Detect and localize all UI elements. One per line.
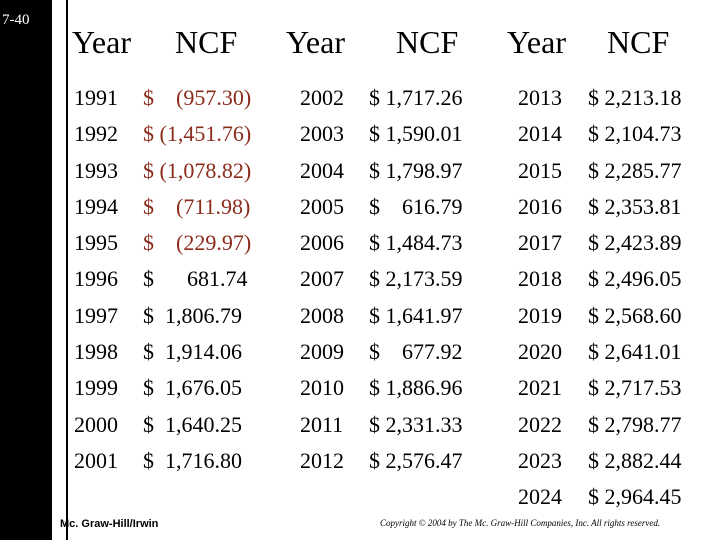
year-cell: 2003 (300, 121, 344, 147)
year-cell: 2009 (300, 339, 344, 365)
year-cell: 2012 (300, 447, 344, 473)
ncf-column-1: $ (957.30) $ (1,451.76) $ (1,078.82) $ (711… (143, 80, 251, 479)
ncf-cell: $ 2,568.60 (588, 302, 682, 328)
year-cell: 2024 (518, 484, 562, 510)
vertical-rule (66, 0, 68, 540)
year-cell: 1995 (74, 230, 118, 256)
year-cell: 2011 (300, 411, 344, 437)
year-cell: 1991 (74, 85, 118, 110)
publisher-label: Mc. Graw-Hill/Irwin (60, 518, 159, 530)
ncf-cell: $ 1,717.26 (369, 85, 463, 110)
ncf-cell: $ 2,576.47 (369, 447, 463, 473)
year-cell: 2015 (518, 157, 562, 183)
year-cell: 2006 (300, 230, 344, 256)
header-year-2: Year (286, 24, 345, 60)
ncf-cell: $ 2,213.18 (588, 85, 682, 110)
year-cell: 2020 (518, 339, 562, 365)
ncf-cell: $ (957.30) (143, 85, 252, 110)
header-ncf-3: NCF (607, 24, 670, 60)
year-cell: 1994 (74, 193, 118, 219)
ncf-cell: $ 2,717.53 (588, 375, 682, 401)
year-cell: 2019 (518, 302, 562, 328)
year-column-1: 1991 1992 1993 1994 1995 1996 1997 1998 1999 2000… (74, 80, 118, 479)
year-column-2: 2002 2003 2004 2005 2006 2007 2008 2009 2010 2011… (300, 80, 344, 479)
ncf-cell: $ 1,914.06 (143, 339, 242, 365)
ncf-cell: $ 1,886.96 (369, 375, 463, 401)
ncf-column-2: $ 1,717.26 $ 1,590.01 $ 1,798.97 $ 616.79 $ … (369, 80, 463, 479)
ncf-cell: $ 2,285.77 (588, 157, 682, 183)
year-cell: 2001 (74, 447, 118, 473)
ncf-cell: $ 2,353.81 (588, 193, 682, 219)
year-cell: 2008 (300, 302, 344, 328)
header-ncf-2: NCF (396, 24, 459, 60)
year-cell: 2004 (300, 157, 344, 183)
ncf-cell: $ 1,590.01 (369, 121, 463, 147)
ncf-cell: $ (1,451.76) (143, 121, 252, 147)
year-cell: 2021 (518, 375, 562, 401)
year-cell: 2013 (518, 85, 562, 110)
year-column-3: 2013 2014 2015 2016 2017 2018 2019 2020 2021 2022… (518, 80, 562, 516)
ncf-cell: $ 681.74 (143, 266, 248, 292)
ncf-cell: $ 1,716.80 (143, 447, 242, 473)
ncf-cell: $ 1,806.79 (143, 302, 242, 328)
ncf-cell: $ 2,104.73 (588, 121, 682, 147)
ncf-cell: $ 2,496.05 (588, 266, 682, 292)
copyright-notice: Copyright © 2004 by The Mc. Graw-Hill Co… (380, 518, 661, 528)
year-cell: 2014 (518, 121, 562, 147)
year-cell: 2007 (300, 266, 344, 292)
ncf-cell: $ 2,331.33 (369, 411, 463, 437)
ncf-cell: $ 2,882.44 (588, 447, 682, 473)
year-cell: 1996 (74, 266, 118, 292)
year-cell: 2022 (518, 411, 562, 437)
year-cell: 1992 (74, 121, 118, 147)
ncf-cell: $ 1,676.05 (143, 375, 242, 401)
ncf-cell: $ 2,423.89 (588, 230, 682, 256)
ncf-column-3: $ 2,213.18 $ 2,104.73 $ 2,285.77 $ 2,353.81… (588, 80, 682, 516)
ncf-cell: $ 2,641.01 (588, 339, 682, 365)
year-cell: 2010 (300, 375, 344, 401)
year-cell: 2018 (518, 266, 562, 292)
year-cell: 2023 (518, 447, 562, 473)
ncf-cell: $ (229.97) (143, 230, 252, 256)
year-cell: 2000 (74, 411, 118, 437)
ncf-cell: $ 1,798.97 (369, 157, 463, 183)
ncf-cell: $ 2,173.59 (369, 266, 463, 292)
year-cell: 1993 (74, 157, 118, 183)
year-cell: 2005 (300, 193, 344, 219)
ncf-cell: $ (1,078.82) (143, 157, 252, 183)
year-cell: 2002 (300, 85, 344, 110)
year-cell: 1998 (74, 339, 118, 365)
header-year-1: Year (72, 24, 131, 60)
ncf-cell: $ 616.79 (369, 193, 463, 219)
header-ncf-1: NCF (175, 24, 238, 60)
year-cell: 2017 (518, 230, 562, 256)
year-cell: 1999 (74, 375, 118, 401)
year-cell: 2016 (518, 193, 562, 219)
ncf-cell: $ 2,964.45 (588, 484, 682, 510)
ncf-cell: $ 1,484.73 (369, 230, 463, 256)
ncf-cell: $ 2,798.77 (588, 411, 682, 437)
ncf-cell: $ 1,641.97 (369, 302, 463, 328)
slide-number: 7-40 (2, 12, 30, 28)
ncf-cell: $ 677.92 (369, 339, 463, 365)
left-sidebar: 7-40 (0, 0, 52, 540)
ncf-cell: $ (711.98) (143, 193, 251, 219)
header-year-3: Year (507, 24, 566, 60)
ncf-cell: $ 1,640.25 (143, 411, 242, 437)
year-cell: 1997 (74, 302, 118, 328)
